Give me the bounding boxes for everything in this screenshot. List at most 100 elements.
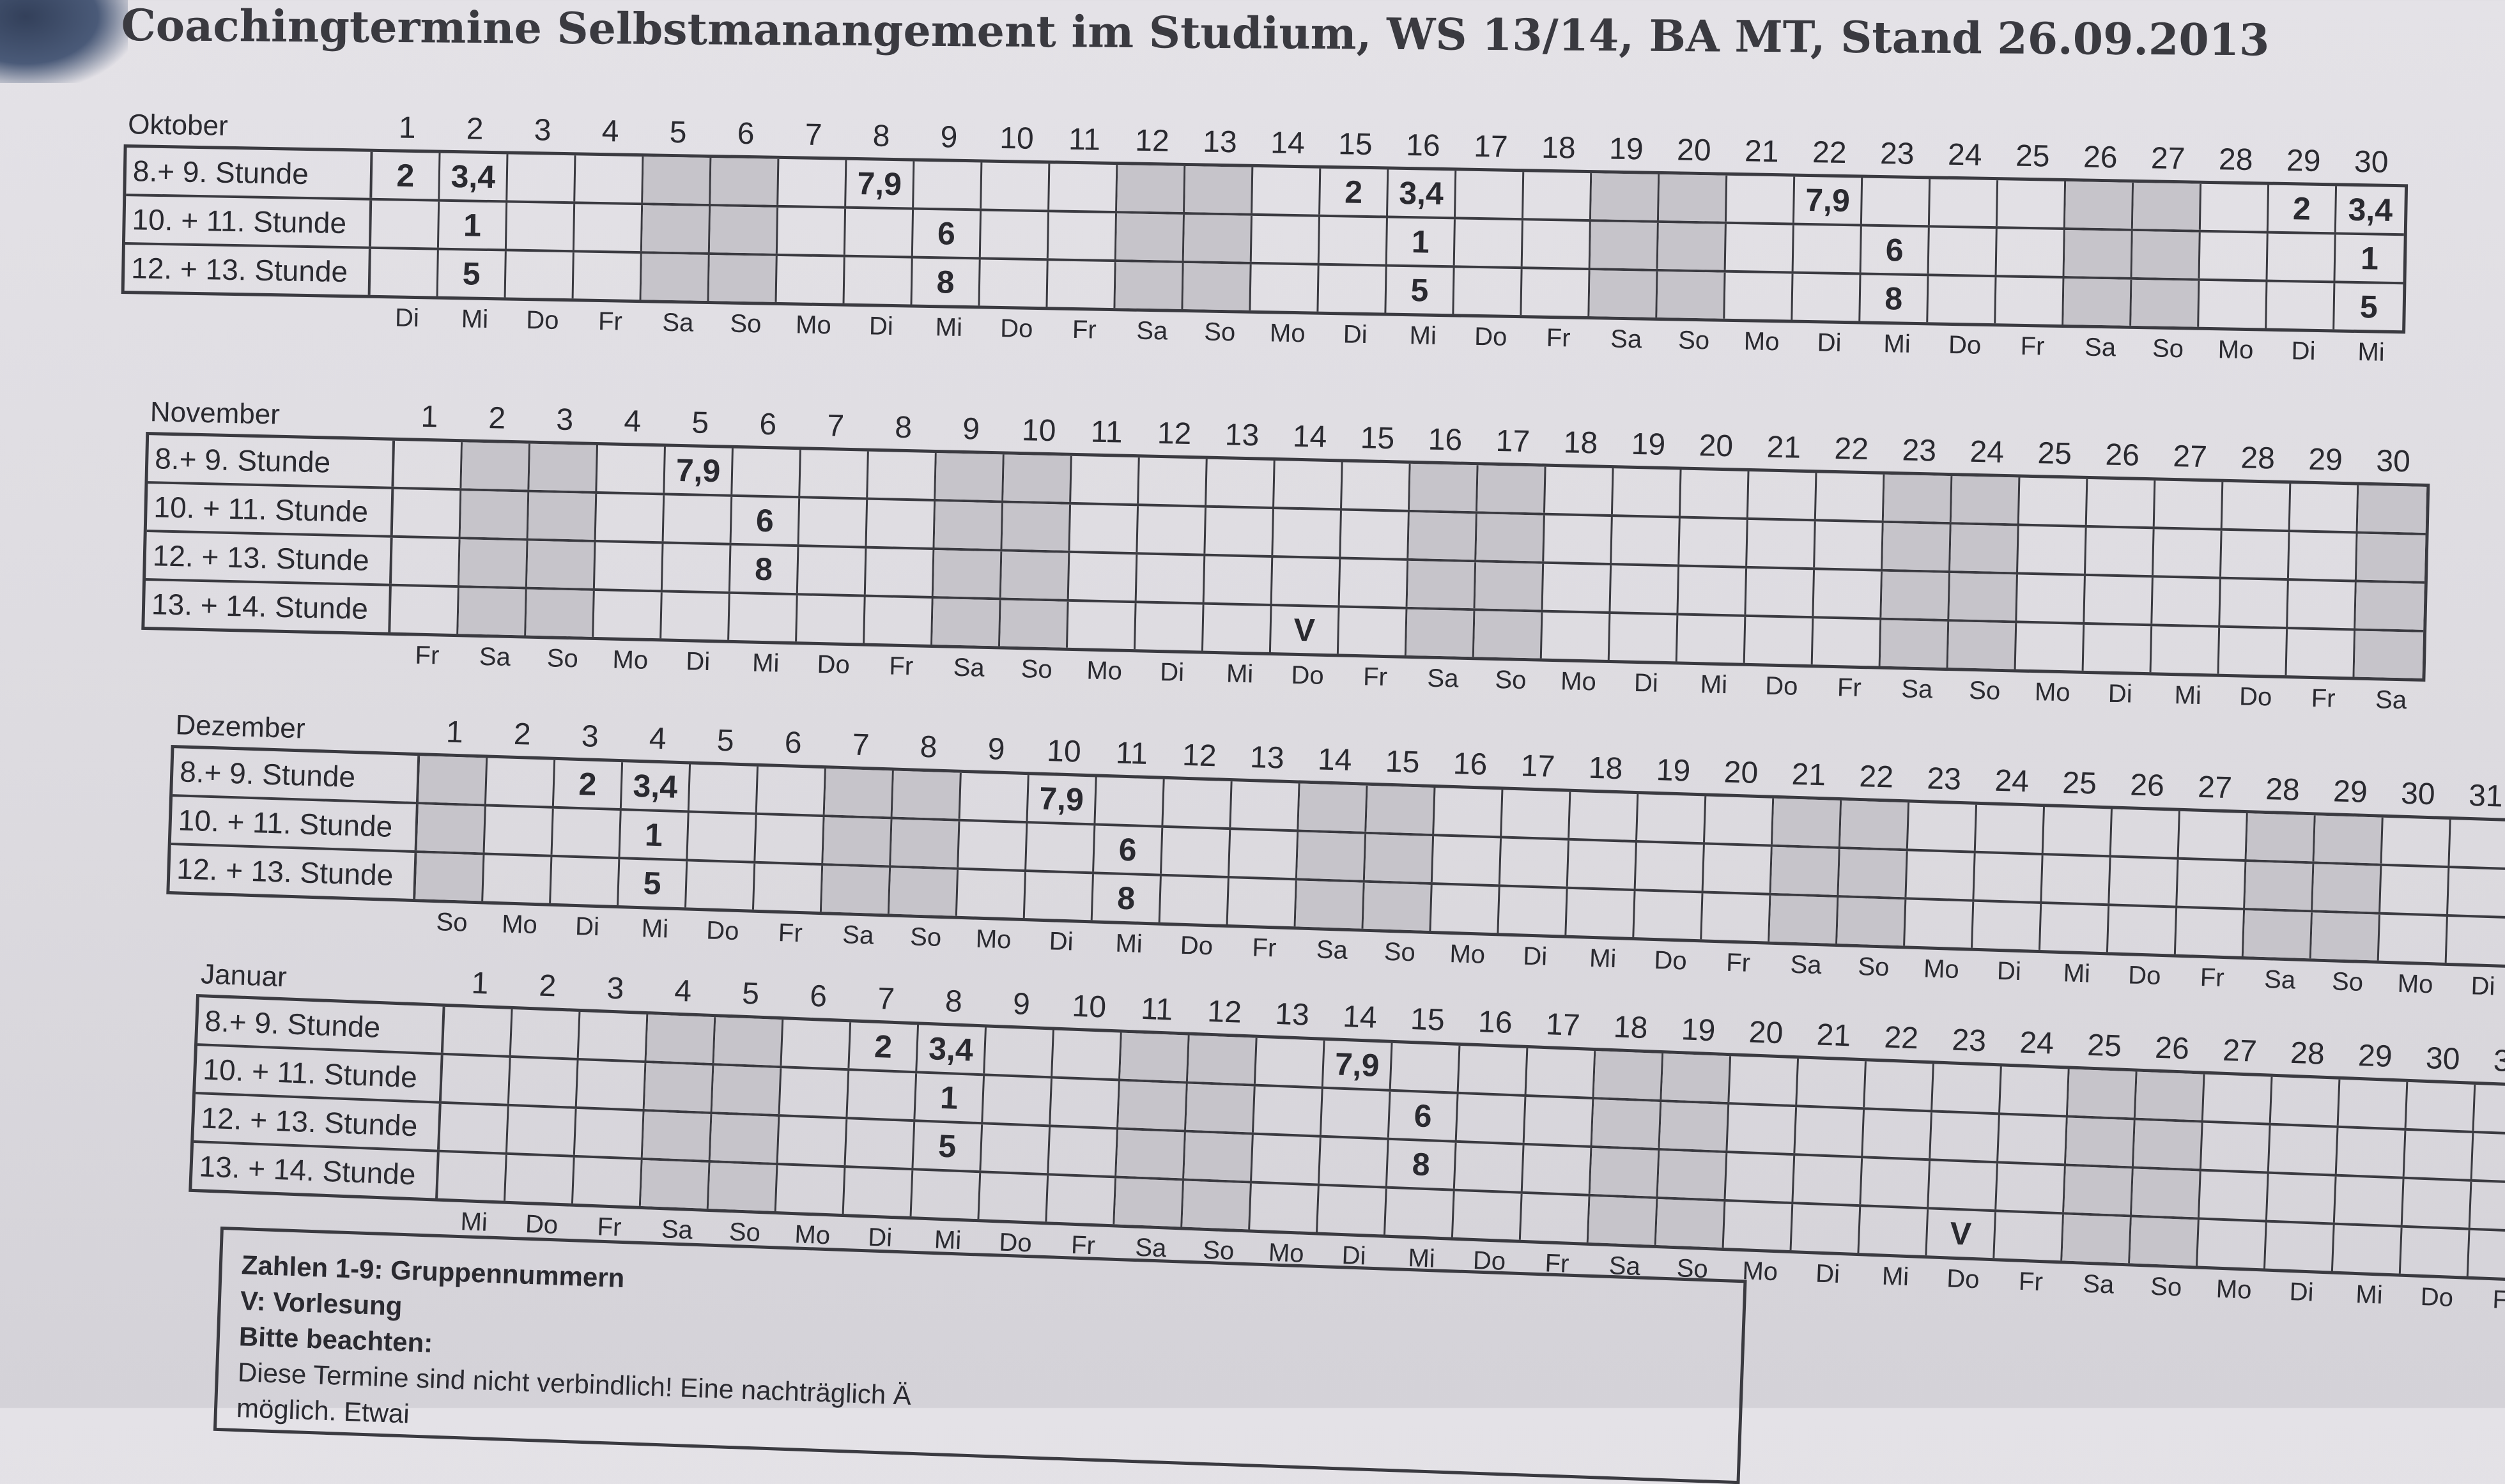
schedule-cell <box>1187 1035 1258 1084</box>
schedule-cell <box>371 200 440 248</box>
schedule-cell <box>1051 1078 1120 1128</box>
weekday-label: Sa <box>479 642 511 671</box>
schedule-cell: 2 <box>1320 168 1389 216</box>
day-number: 26 <box>2129 768 2165 803</box>
schedule-cell <box>2064 1166 2134 1215</box>
weekday-label: Fr <box>1725 948 1751 977</box>
schedule-cell <box>461 442 531 490</box>
schedule-cell <box>2265 1222 2335 1271</box>
schedule-cell: 7,9 <box>665 447 734 494</box>
weekday-label: Do <box>705 915 740 945</box>
schedule-cell <box>1252 1135 1322 1184</box>
day-number: 13 <box>1224 418 1260 453</box>
weekday-label: Do <box>1948 330 1982 360</box>
schedule-cell <box>2040 904 2110 952</box>
schedule-cell <box>979 1173 1049 1222</box>
weekday-label: Di <box>1159 657 1185 687</box>
schedule-cell <box>2083 624 2153 673</box>
schedule-cell <box>1929 227 1998 275</box>
schedule-cell <box>1391 1043 1461 1092</box>
schedule-cell <box>417 804 486 853</box>
day-number: 11 <box>1140 991 1174 1027</box>
schedule-cell <box>1880 620 1950 668</box>
schedule-cell: 2 <box>849 1022 920 1071</box>
schedule-cell <box>865 597 934 645</box>
day-number: 29 <box>2286 144 2321 178</box>
schedule-cell <box>1703 845 1773 893</box>
schedule-cell: 1 <box>438 201 508 249</box>
schedule-cell <box>1589 270 1658 317</box>
weekday-label: Fr <box>2311 684 2336 713</box>
weekday-label: Fr <box>596 1212 622 1242</box>
schedule-cell: 8 <box>912 258 981 306</box>
schedule-cell <box>391 537 461 586</box>
weekday-label: So <box>435 907 468 937</box>
schedule-cell <box>506 203 576 250</box>
schedule-cell <box>1432 836 1502 885</box>
schedule-cell <box>2336 1128 2407 1177</box>
schedule-cell <box>1135 603 1205 651</box>
weekday-spacer <box>188 1211 440 1221</box>
schedule-cell <box>1499 887 1568 935</box>
schedule-cell <box>1656 1198 1726 1248</box>
day-number: 30 <box>2375 444 2411 479</box>
schedule-cell <box>1458 1045 1529 1094</box>
schedule-cell <box>821 866 891 914</box>
weekday-label: Do <box>2239 682 2272 712</box>
weekday-label: Mi <box>2174 680 2202 710</box>
schedule-cell <box>640 1159 711 1209</box>
schedule-cell <box>2065 181 2134 229</box>
day-number: 16 <box>1428 422 1463 457</box>
schedule-cell <box>1003 454 1072 502</box>
month-november: November 1 2 3 4 5 6 7 8 9 10 11 12 13 14 15 16 17 18 19 20 2… <box>141 383 2431 720</box>
day-number: 6 <box>783 726 803 760</box>
day-number: 13 <box>1249 740 1285 776</box>
schedule-cell <box>1657 271 1726 319</box>
day-number: 3 <box>534 113 551 148</box>
schedule-cell <box>2222 482 2292 530</box>
schedule-cell <box>776 1165 846 1214</box>
schedule-cell <box>2448 868 2505 916</box>
schedule-cell: 8 <box>730 545 799 593</box>
schedule-cell <box>2132 1168 2201 1218</box>
schedule-cell: 5 <box>913 1122 983 1171</box>
schedule-cell <box>505 1154 575 1204</box>
schedule-cell: 1 <box>915 1073 985 1122</box>
weekday-label: Mo <box>2217 335 2254 364</box>
schedule-cell <box>1612 517 1681 565</box>
schedule-cell <box>710 1114 780 1163</box>
day-number: 22 <box>1883 1020 1920 1056</box>
schedule-cell <box>459 539 528 587</box>
schedule-cell <box>1949 573 2018 621</box>
schedule-cell <box>1725 272 1794 320</box>
schedule-cell <box>1975 804 2046 853</box>
schedule-cell <box>663 495 733 543</box>
schedule-cell: 7,9 <box>1794 176 1863 224</box>
schedule-cell <box>596 494 665 542</box>
schedule-cell <box>1998 1115 2068 1164</box>
day-number: 1 <box>398 111 416 145</box>
schedule-cell <box>1996 277 2065 325</box>
weekday-label: Mi <box>641 914 669 944</box>
day-number: 20 <box>1676 133 1712 168</box>
schedule-cell: 7,9 <box>1028 775 1097 823</box>
schedule-cell: 8 <box>1092 874 1162 922</box>
schedule-cell <box>2449 820 2505 868</box>
schedule-cell <box>985 1027 1054 1076</box>
schedule-cell <box>1339 559 1409 607</box>
schedule-cell <box>1591 173 1660 220</box>
schedule-cell <box>1274 461 1343 509</box>
day-number: 5 <box>741 976 760 1011</box>
schedule-cell <box>1748 471 1817 519</box>
month-name: November <box>150 396 281 431</box>
schedule-cell <box>1859 1207 1929 1256</box>
schedule-cell <box>1118 1081 1188 1130</box>
day-number: 15 <box>1410 1002 1445 1037</box>
weekday-label: Mo <box>1923 954 1960 984</box>
weekday-label: Mo <box>2216 1274 2253 1304</box>
schedule-cell <box>1385 1188 1455 1237</box>
schedule-cell <box>1229 830 1299 878</box>
schedule-cell <box>2267 1174 2337 1223</box>
schedule-cell <box>2066 1117 2136 1167</box>
weekday-label: Sa <box>953 653 985 682</box>
